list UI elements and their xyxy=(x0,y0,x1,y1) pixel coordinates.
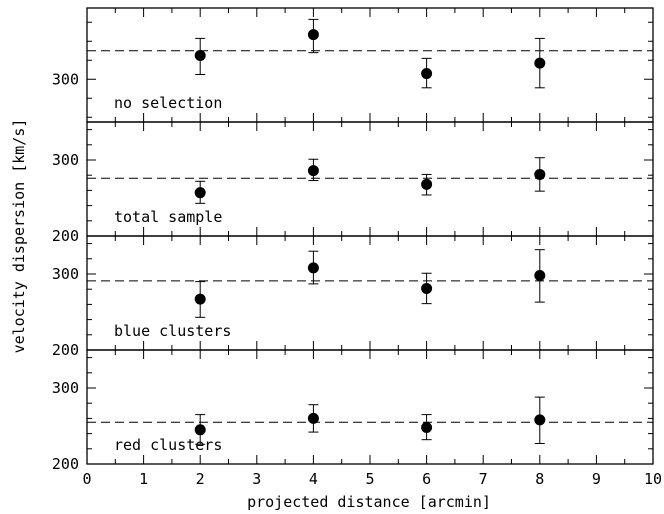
panel-label: total sample xyxy=(114,208,222,226)
data-point xyxy=(194,187,206,199)
data-point xyxy=(421,282,433,294)
data-point xyxy=(307,165,319,177)
y-axis-title: velocity dispersion [km/s] xyxy=(10,119,28,354)
x-tick-label: 0 xyxy=(82,470,91,488)
x-tick-label: 4 xyxy=(309,470,318,488)
panel-4: 300 200 red clusters xyxy=(52,349,654,473)
y-tick-label: 300 xyxy=(52,151,79,169)
panel-label: no selection xyxy=(114,94,222,112)
x-axis-title: projected distance [arcmin] xyxy=(247,493,491,511)
data-point xyxy=(534,168,546,180)
panel-label: blue clusters xyxy=(114,322,231,340)
data-point xyxy=(194,293,206,305)
panel-3: 300 200 blue clusters xyxy=(52,235,654,359)
x-tick-label: 9 xyxy=(592,470,601,488)
data-point xyxy=(194,424,206,436)
y-tick-label: 200 xyxy=(52,227,79,245)
panels-layer: 300 no selection 300 200 total sample 300 200 b… xyxy=(52,7,662,488)
data-point xyxy=(421,422,433,434)
y-tick-label: 300 xyxy=(52,70,79,88)
y-tick-label: 300 xyxy=(52,379,79,397)
panel-label: red clusters xyxy=(114,436,222,454)
x-tick-label: 1 xyxy=(139,470,148,488)
data-point xyxy=(421,68,433,80)
data-point xyxy=(534,270,546,282)
y-tick-label: 300 xyxy=(52,265,79,283)
data-point xyxy=(534,414,546,426)
data-point xyxy=(421,178,433,190)
data-point xyxy=(534,57,546,69)
x-tick-label: 3 xyxy=(252,470,261,488)
data-point xyxy=(307,262,319,274)
panel-2: 300 200 total sample xyxy=(52,121,654,245)
x-tick-label: 7 xyxy=(479,470,488,488)
data-point xyxy=(307,412,319,424)
x-tick-label: 6 xyxy=(422,470,431,488)
data-point xyxy=(194,50,206,61)
x-tick-label: 8 xyxy=(535,470,544,488)
data-point xyxy=(307,29,319,41)
panel-1: 300 no selection xyxy=(52,7,654,123)
x-tick-label: 10 xyxy=(644,470,662,488)
x-tick-label: 2 xyxy=(196,470,205,488)
y-tick-label: 200 xyxy=(52,341,79,359)
y-tick-label: 200 xyxy=(52,455,79,473)
x-tick-label: 5 xyxy=(365,470,374,488)
